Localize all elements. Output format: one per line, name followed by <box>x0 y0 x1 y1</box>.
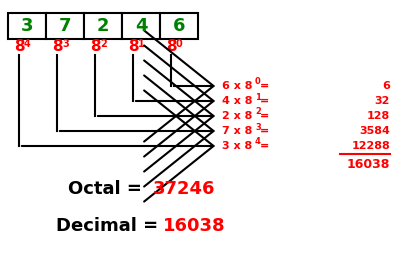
Text: 4 x 8: 4 x 8 <box>222 96 252 106</box>
Text: 8: 8 <box>166 39 177 54</box>
FancyBboxPatch shape <box>84 13 122 39</box>
Text: 3: 3 <box>62 39 69 49</box>
Text: 0: 0 <box>255 78 261 86</box>
Text: 2 x 8: 2 x 8 <box>222 111 252 121</box>
Text: =: = <box>260 111 269 121</box>
Text: 8: 8 <box>52 39 62 54</box>
Text: 2: 2 <box>97 17 109 35</box>
Text: 8: 8 <box>14 39 25 54</box>
Text: =: = <box>260 96 269 106</box>
Text: 3 x 8: 3 x 8 <box>222 141 252 151</box>
FancyBboxPatch shape <box>8 13 46 39</box>
Text: 2: 2 <box>255 108 261 116</box>
Text: 37246: 37246 <box>153 180 215 198</box>
Text: 2: 2 <box>100 39 107 49</box>
Text: 6: 6 <box>382 81 390 91</box>
Text: 3584: 3584 <box>359 126 390 136</box>
Text: 7: 7 <box>59 17 71 35</box>
Text: 32: 32 <box>375 96 390 106</box>
FancyBboxPatch shape <box>46 13 84 39</box>
Text: 6 x 8: 6 x 8 <box>222 81 252 91</box>
Text: =: = <box>260 81 269 91</box>
Text: 128: 128 <box>367 111 390 121</box>
Text: 1: 1 <box>138 39 145 49</box>
Text: =: = <box>260 126 269 136</box>
Text: 7 x 8: 7 x 8 <box>222 126 252 136</box>
Text: 4: 4 <box>135 17 147 35</box>
Text: Decimal =: Decimal = <box>56 217 164 235</box>
FancyBboxPatch shape <box>122 13 160 39</box>
Text: 3: 3 <box>21 17 33 35</box>
Text: 0: 0 <box>176 39 183 49</box>
Text: 8: 8 <box>90 39 101 54</box>
Text: 4: 4 <box>255 138 261 146</box>
Text: 3: 3 <box>255 122 261 132</box>
Text: 4: 4 <box>24 39 31 49</box>
Text: 1: 1 <box>255 92 261 102</box>
Text: 8: 8 <box>128 39 139 54</box>
Text: 16038: 16038 <box>163 217 226 235</box>
Text: 6: 6 <box>173 17 185 35</box>
Text: Octal =: Octal = <box>68 180 148 198</box>
Text: 16038: 16038 <box>347 158 390 171</box>
Text: 12288: 12288 <box>351 141 390 151</box>
Text: =: = <box>260 141 269 151</box>
FancyBboxPatch shape <box>160 13 198 39</box>
